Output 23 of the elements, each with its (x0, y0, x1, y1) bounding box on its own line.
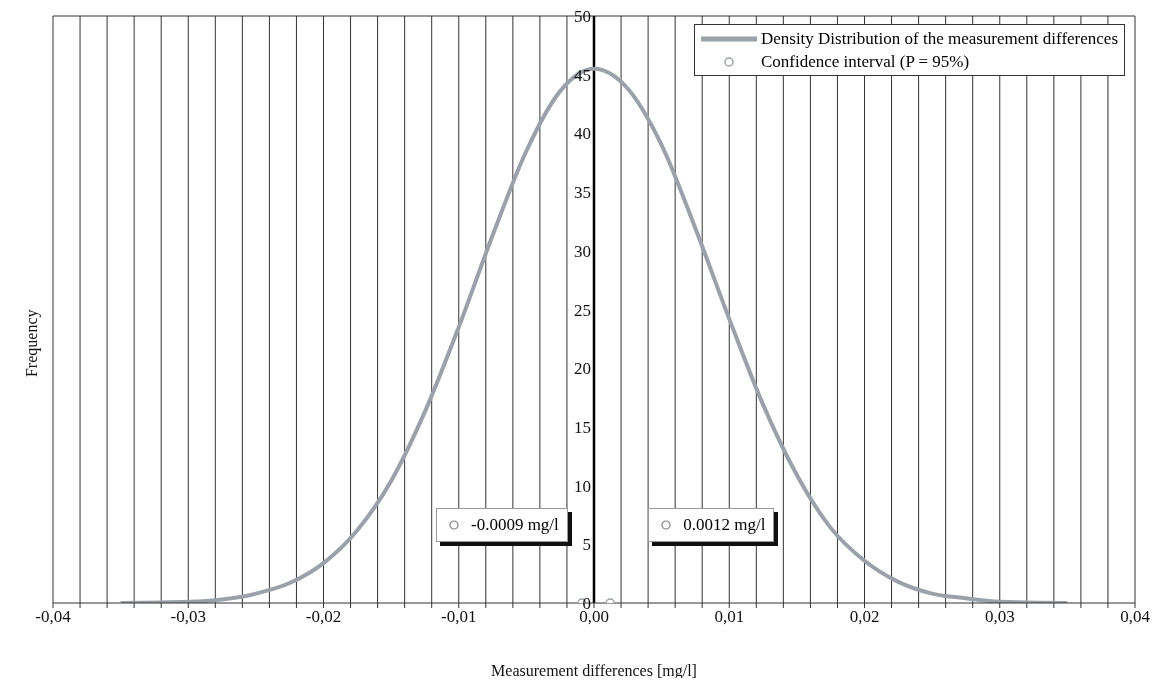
annotation: -0.0009 mg/l (470, 515, 559, 535)
y-tick-label: 35 (574, 183, 591, 203)
y-tick-label: 45 (574, 65, 591, 85)
y-tick-label: 15 (574, 417, 591, 437)
y-tick-label: 10 (574, 476, 591, 496)
x-tick-label: -0,01 (441, 607, 477, 627)
x-tick-label: -0,03 (170, 607, 206, 627)
y-tick-label: 40 (574, 124, 591, 144)
x-tick-label: -0,04 (35, 607, 72, 627)
x-tick-label: 0,04 (1120, 607, 1151, 627)
x-tick-label: -0,02 (305, 607, 342, 627)
legend-label: Confidence interval (P = 95%) (760, 51, 970, 73)
y-tick-label: 25 (574, 300, 591, 320)
y-tick-label: 30 (574, 241, 591, 261)
x-tick-label: 0,01 (714, 607, 745, 627)
y-tick-label: 5 (582, 535, 591, 555)
legend-label: Density Distribution of the measurement differences (760, 28, 1118, 50)
annotation: 0.0012 mg/l (683, 515, 766, 535)
x-tick-label: 0,03 (984, 607, 1015, 627)
x-tick-label: 0,02 (849, 607, 880, 627)
y-tick-label: 20 (574, 359, 591, 379)
y-axis-title: Frequency (22, 309, 41, 378)
y-tick-label: 50 (574, 7, 591, 26)
